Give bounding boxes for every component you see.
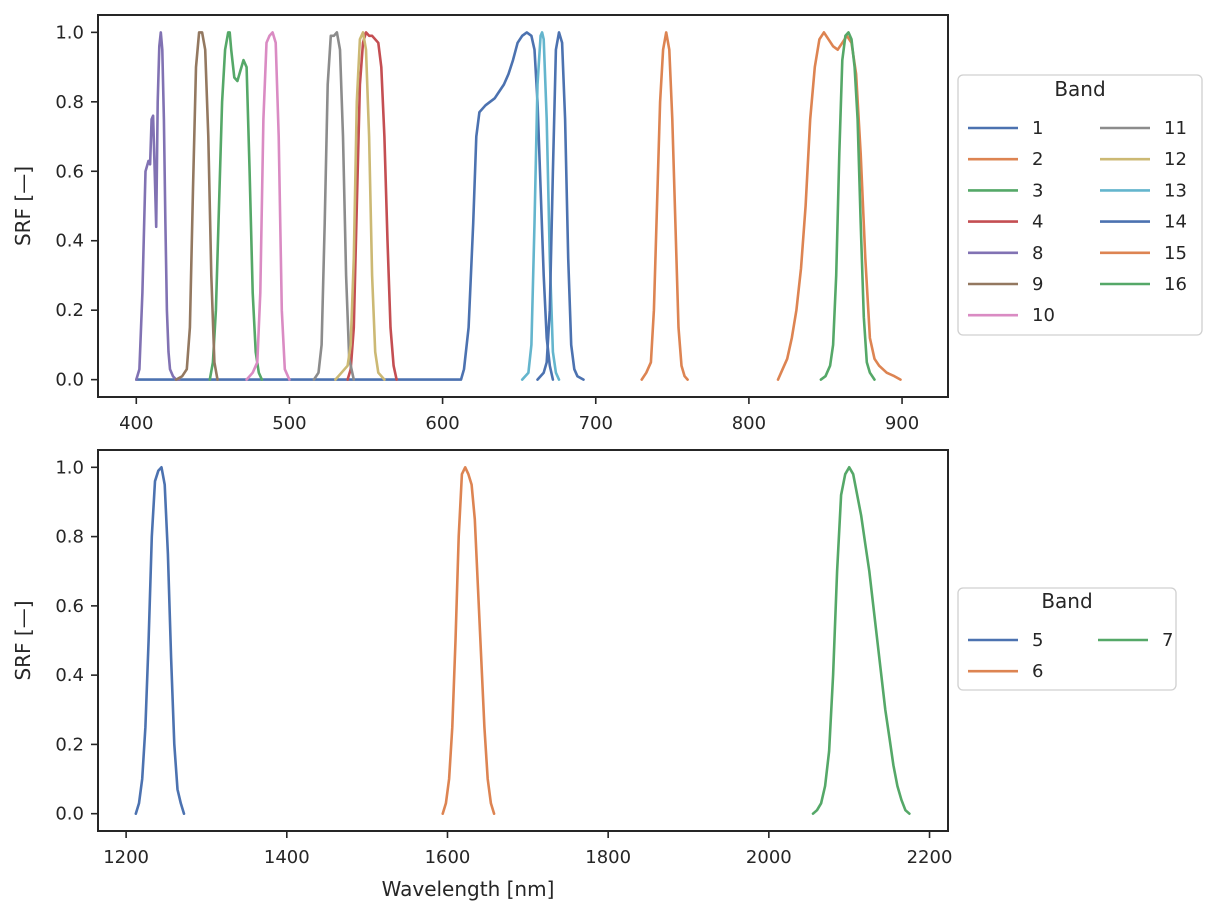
series-line-band-9 (174, 31, 219, 381)
legend-label-band-16: 16 (1164, 274, 1187, 295)
plot-frame (97, 449, 949, 832)
legend-label-band-1: 1 (1032, 118, 1043, 139)
x-tick-label: 1400 (264, 847, 310, 868)
legend-label-band-10: 10 (1032, 305, 1055, 326)
x-tick-label: 1800 (585, 847, 631, 868)
legend-label-band-13: 13 (1164, 180, 1187, 201)
legend-label-band-2: 2 (1032, 149, 1043, 170)
y-axis-label: SRF [—] (11, 166, 35, 246)
y-tick-label: 0.0 (55, 804, 84, 825)
x-tick-label: 2000 (746, 847, 792, 868)
y-tick-label: 0.4 (55, 665, 84, 686)
series-line-band-5 (134, 466, 186, 815)
y-tick-label: 0.4 (55, 231, 84, 252)
y-tick-label: 1.0 (55, 457, 84, 478)
x-tick-label: 900 (885, 413, 919, 434)
y-tick-label: 1.0 (55, 22, 84, 43)
legend-label-band-11: 11 (1164, 118, 1187, 139)
legend-box (957, 74, 1203, 336)
top-panel: 400 500 600 700 800 900 0.0 0.2 0.4 0.6 0.8 1.0 SRF … (11, 14, 1203, 434)
x-tick-label: 500 (272, 413, 306, 434)
legend-label-band-4: 4 (1032, 212, 1043, 233)
x-tick-label: 2200 (907, 847, 953, 868)
x-tick-label: 700 (579, 413, 613, 434)
x-tick-label: 400 (119, 413, 153, 434)
legend-title: Band (1054, 77, 1105, 101)
y-tick-label: 0.8 (55, 527, 84, 548)
series-line-band-15 (776, 31, 902, 381)
series-line-band-2 (640, 31, 689, 381)
y-tick-label: 0.2 (55, 300, 84, 321)
y-tick-label: 0.0 (55, 370, 84, 391)
x-tick-label: 600 (425, 413, 459, 434)
legend-label-band-3: 3 (1032, 180, 1043, 201)
legend-title: Band (1041, 589, 1092, 613)
series-line-band-14 (536, 31, 585, 381)
series-line-band-3 (208, 31, 264, 381)
y-axis-label: SRF [—] (11, 600, 35, 680)
legend-label-band-7: 7 (1162, 630, 1173, 651)
bottom-panel: 1200 1400 1600 1800 2000 2200 0.0 0.2 0.4 0.6 0.8 1… (11, 449, 1177, 901)
x-tick-label: 1200 (103, 847, 149, 868)
x-tick-label: 800 (732, 413, 766, 434)
series-line-band-6 (441, 466, 496, 815)
x-axis-label: Wavelength [nm] (382, 877, 555, 901)
y-tick-label: 0.2 (55, 734, 84, 755)
series-line-band-8 (135, 31, 181, 381)
series-line-band-16 (819, 31, 876, 381)
legend-label-band-6: 6 (1032, 661, 1043, 682)
y-tick-label: 0.6 (55, 161, 84, 182)
legend-label-band-5: 5 (1032, 630, 1043, 651)
legend-label-band-14: 14 (1164, 212, 1187, 233)
legend-label-band-8: 8 (1032, 243, 1043, 264)
series-line-band-4 (346, 31, 398, 381)
y-tick-label: 0.8 (55, 92, 84, 113)
series-line-band-12 (334, 31, 386, 381)
series-line-band-13 (520, 31, 561, 381)
y-tick-label: 0.6 (55, 596, 84, 617)
legend: Band 5 6 7 (957, 587, 1177, 691)
series-line-band-10 (245, 31, 291, 381)
legend-label-band-15: 15 (1164, 243, 1187, 264)
legend-label-band-12: 12 (1164, 149, 1187, 170)
legend-label-band-9: 9 (1032, 274, 1043, 295)
series-line-band-7 (811, 466, 911, 815)
legend-box (957, 587, 1177, 691)
plot-frame (97, 14, 949, 398)
series-line-band-11 (312, 31, 356, 381)
x-tick-label: 1600 (425, 847, 471, 868)
